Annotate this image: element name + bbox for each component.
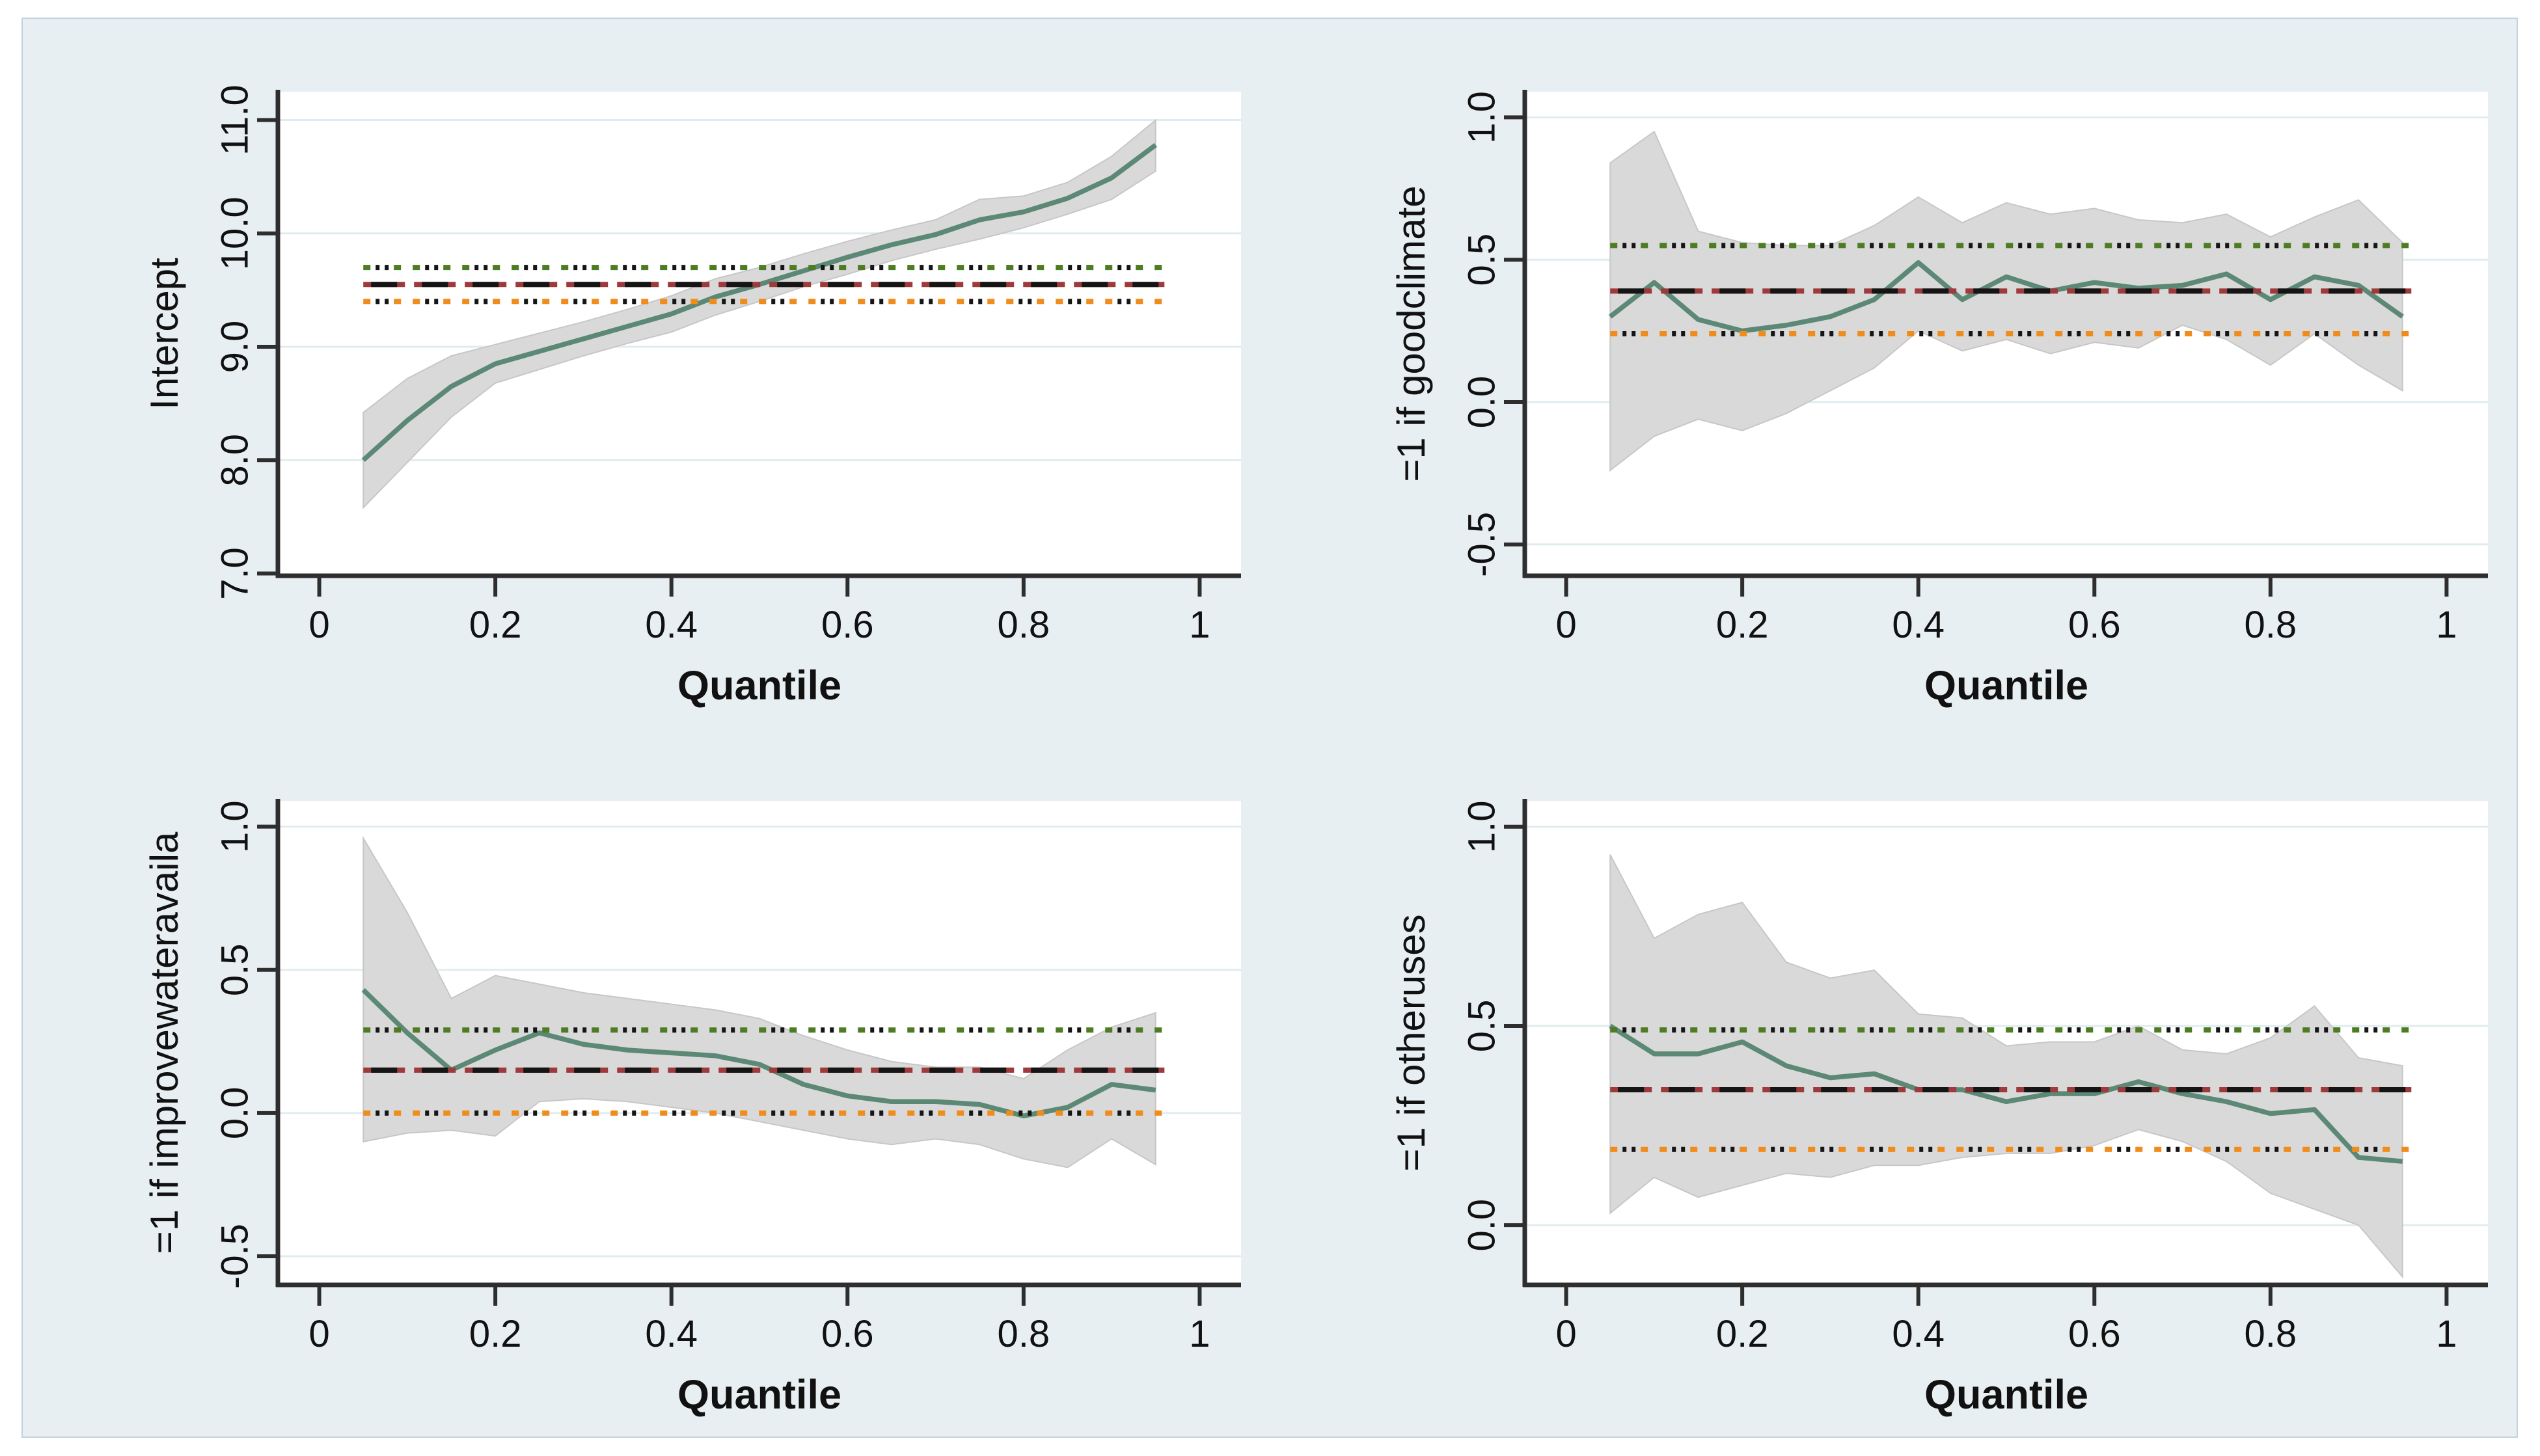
x-tick-label: 0.8 xyxy=(2245,604,2297,646)
y-axis-title: Intercept xyxy=(143,258,186,410)
x-tick-label: 0.4 xyxy=(645,1313,698,1355)
x-tick-label: 0.8 xyxy=(2245,1313,2297,1355)
x-tick-label: 1 xyxy=(1189,1313,1210,1355)
confidence-band xyxy=(362,118,1156,509)
y-axis-title: =1 if goodclimate xyxy=(1389,185,1433,481)
x-tick-label: 0.2 xyxy=(469,604,522,646)
x-axis-title: Quantile xyxy=(1924,1372,2088,1418)
confidence-band xyxy=(1609,854,2403,1279)
y-tick-label: 0.5 xyxy=(1460,1000,1503,1053)
x-axis-title: Quantile xyxy=(677,1372,841,1418)
plot-area xyxy=(278,92,1241,576)
y-tick-label: -0.5 xyxy=(1460,512,1503,577)
panel-intercept-chart: 0 0.2 0.4 0.6 0.8 1 7.0 8.0 9.0 10.0 11.0 Quantile I… xyxy=(143,85,1241,708)
x-tick-label: 0.6 xyxy=(821,1313,874,1355)
y-tick-label: 1.0 xyxy=(213,800,256,853)
y-tick-label: 8.0 xyxy=(213,434,256,487)
y-tick-label: 10.0 xyxy=(213,196,256,270)
y-tick-label: 0.5 xyxy=(213,943,256,996)
x-tick-label: 0.2 xyxy=(1716,1313,1769,1355)
x-tick-label: 0.8 xyxy=(998,604,1050,646)
confidence-band xyxy=(362,835,1156,1168)
x-tick-label: 0.6 xyxy=(821,604,874,646)
quantile-estimate-line xyxy=(361,988,1156,1119)
x-tick-label: 0.4 xyxy=(1892,604,1945,646)
panel-improvewateravaila-chart: 0 0.2 0.4 0.6 0.8 1 -0.5 0.0 0.5 1.0 Quantile =1 if… xyxy=(143,799,1241,1418)
y-tick-label: 0.0 xyxy=(213,1087,256,1140)
y-tick-label: 1.0 xyxy=(1460,91,1503,144)
x-tick-label: 0 xyxy=(1555,604,1576,646)
x-tick-label: 0.2 xyxy=(469,1313,522,1355)
x-axis-title: Quantile xyxy=(677,663,841,708)
x-tick-label: 0.6 xyxy=(2068,1313,2121,1355)
y-axis-title: =1 if otheruses xyxy=(1389,914,1433,1171)
y-tick-label: -0.5 xyxy=(213,1224,256,1289)
y-tick-label: 0.5 xyxy=(1460,234,1503,286)
x-tick-label: 0 xyxy=(308,1313,329,1355)
x-tick-label: 0.8 xyxy=(998,1313,1050,1355)
quantile-estimate-line xyxy=(1609,1023,2403,1164)
y-tick-label: 11.0 xyxy=(213,85,256,155)
panel-otheruses-chart: 0 0.2 0.4 0.6 0.8 1 0.0 0.5 1.0 Quantile =1 if oth… xyxy=(1389,799,2488,1418)
figure-canvas: 0 0.2 0.4 0.6 0.8 1 7.0 8.0 9.0 10.0 11.0 Quantile I… xyxy=(21,18,2518,1438)
confidence-band xyxy=(1609,130,2403,472)
x-axis-title: Quantile xyxy=(1924,663,2088,708)
y-tick-label: 7.0 xyxy=(213,547,256,600)
panel-goodclimate-chart: 0 0.2 0.4 0.6 0.8 1 -0.5 0.0 0.5 1.0 Quantile =1 if… xyxy=(1389,90,2488,708)
x-tick-label: 1 xyxy=(2436,604,2457,646)
x-tick-label: 0.6 xyxy=(2068,604,2121,646)
y-tick-label: 1.0 xyxy=(1460,800,1503,853)
x-tick-label: 0 xyxy=(308,604,329,646)
y-tick-label: 9.0 xyxy=(213,321,256,373)
x-tick-label: 0.4 xyxy=(1892,1313,1945,1355)
quantile-estimate-line xyxy=(1608,260,2404,334)
y-axis-title: =1 if improvewateravaila xyxy=(143,831,186,1254)
y-tick-label: 0.0 xyxy=(1460,1199,1503,1252)
x-tick-label: 0.2 xyxy=(1716,604,1769,646)
y-tick-label: 0.0 xyxy=(1460,376,1503,429)
x-tick-label: 1 xyxy=(2436,1313,2457,1355)
x-tick-label: 0.4 xyxy=(645,604,698,646)
x-tick-label: 0 xyxy=(1555,1313,1576,1355)
x-tick-label: 1 xyxy=(1189,604,1210,646)
